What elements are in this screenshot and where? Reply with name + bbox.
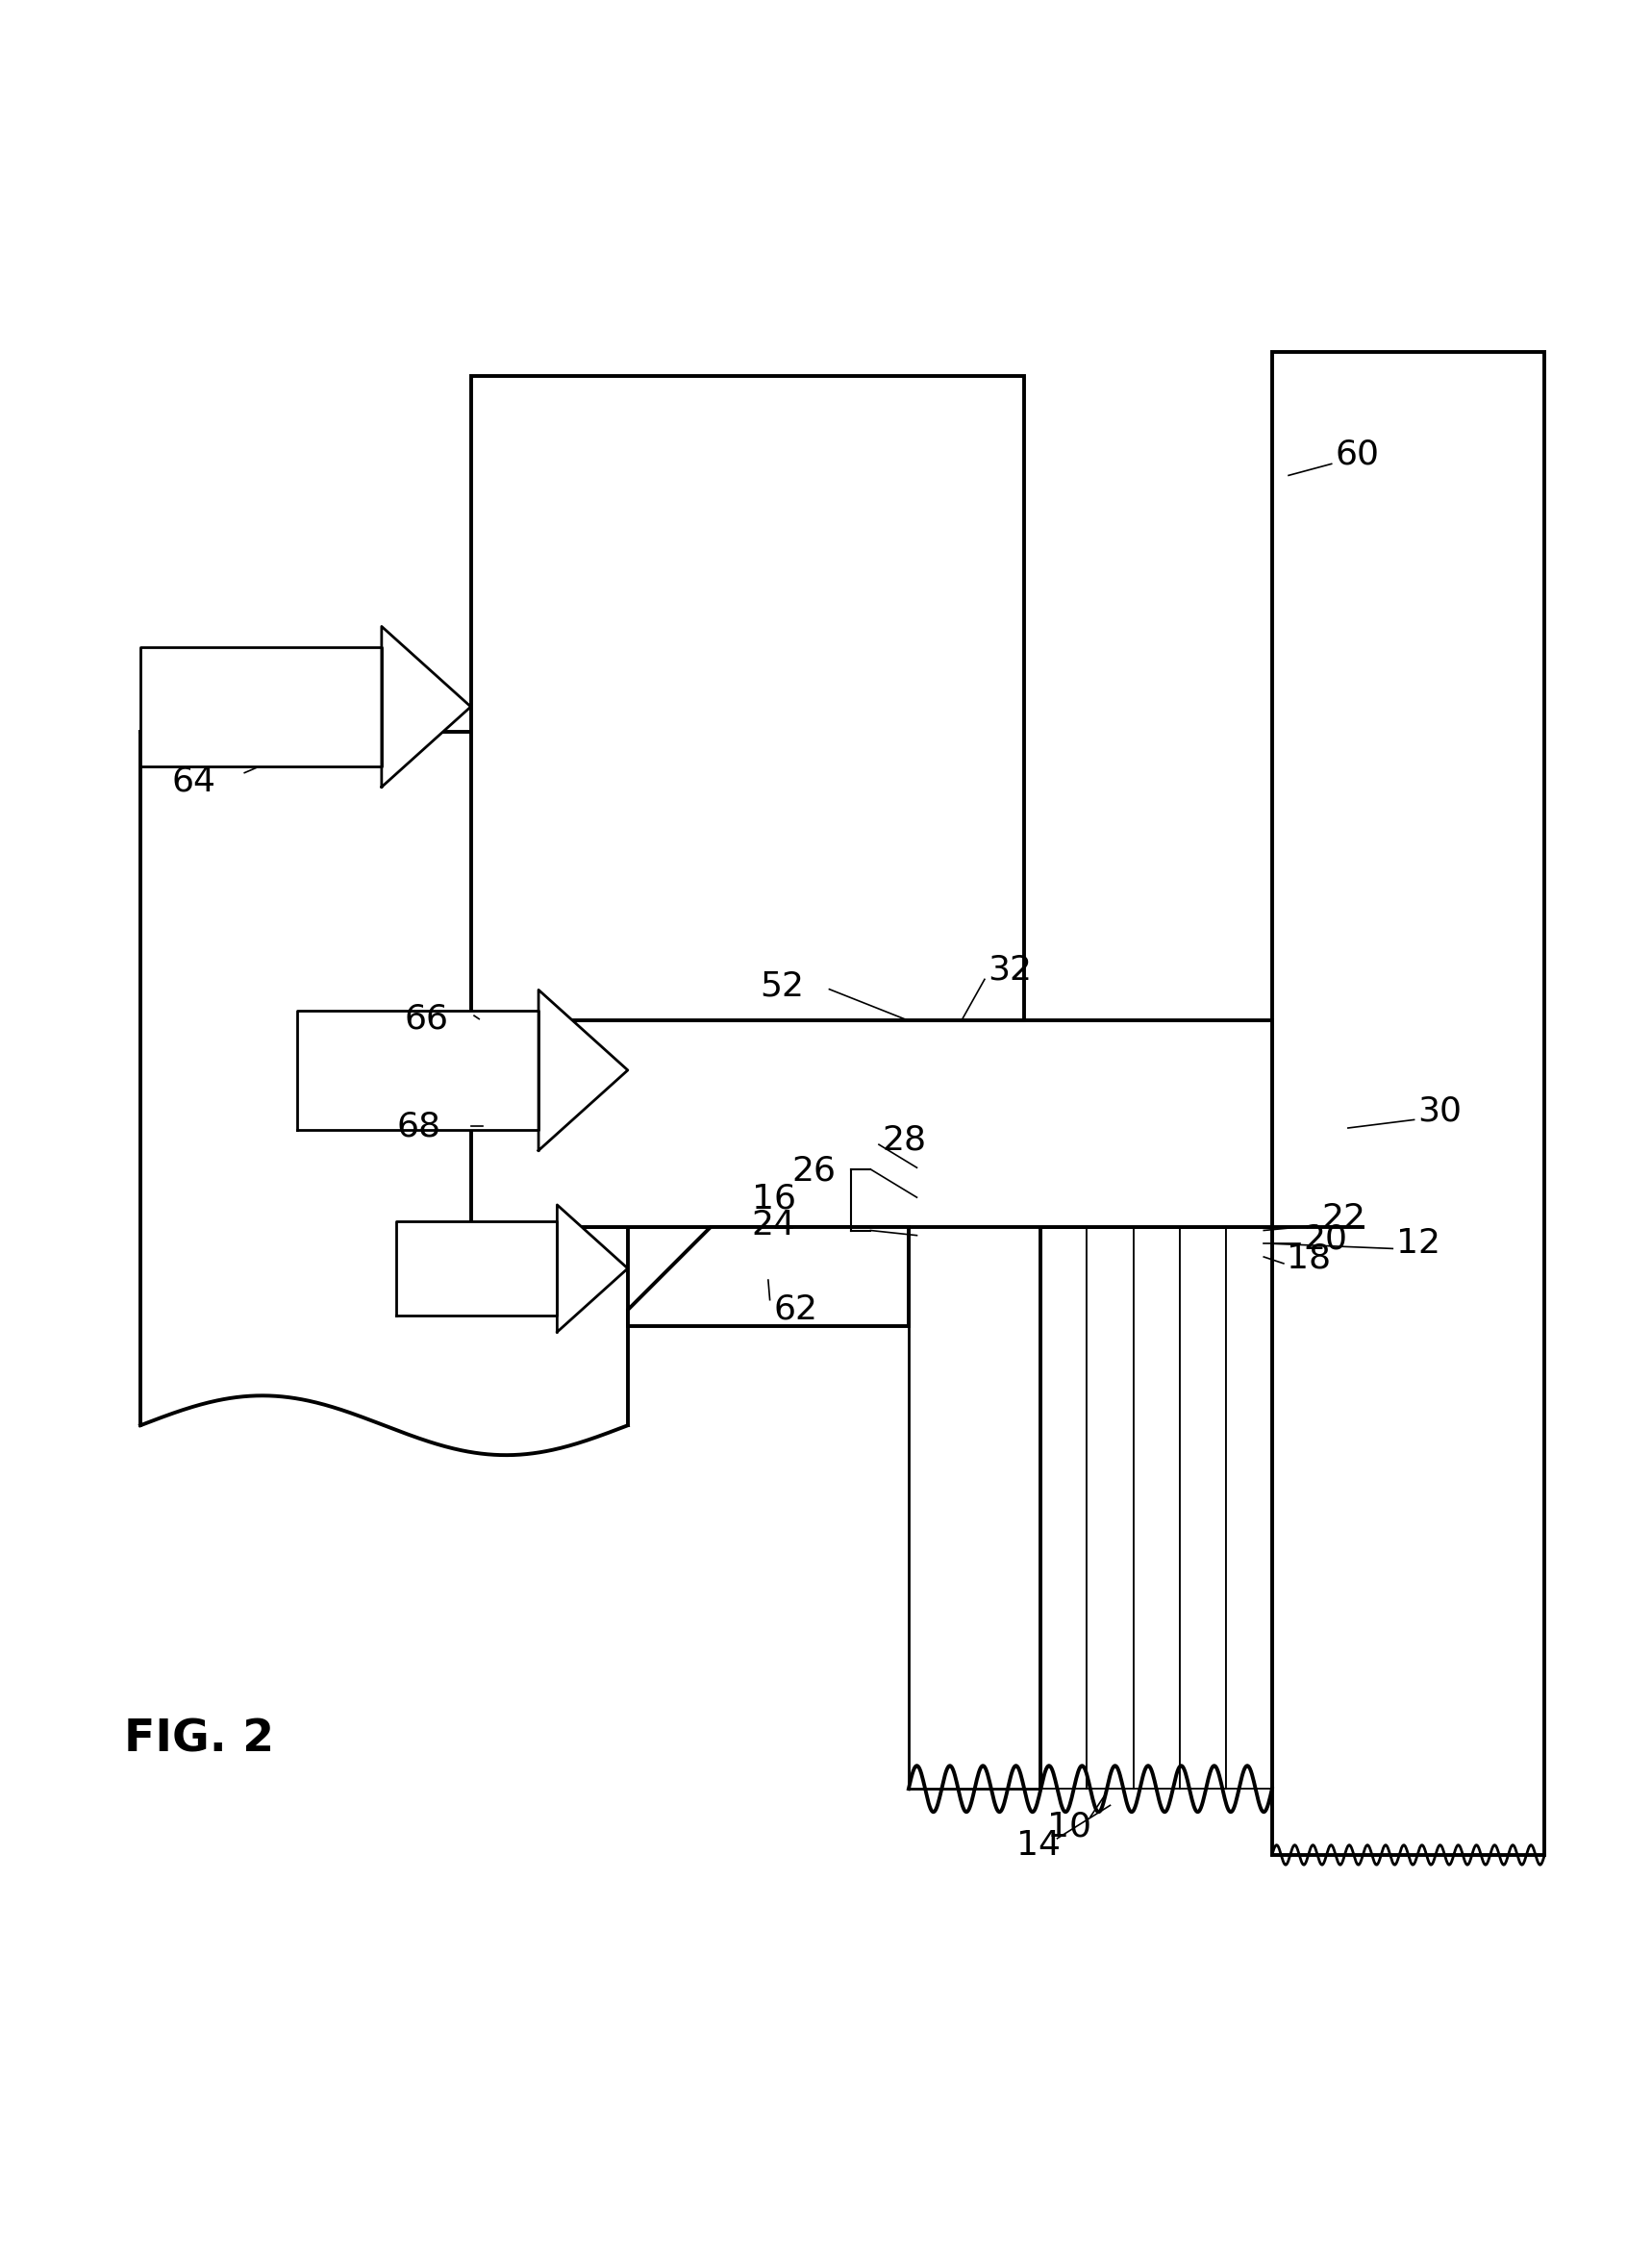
Text: 20: 20 [1303,1223,1348,1254]
Text: 24: 24 [752,1209,796,1241]
Polygon shape [396,1220,557,1315]
Text: FIG. 2: FIG. 2 [124,1717,274,1762]
Polygon shape [140,647,382,767]
Text: 26: 26 [791,1155,836,1187]
Text: 64: 64 [172,765,216,796]
Bar [1272,352,1545,1854]
Text: 60: 60 [1335,438,1379,469]
Text: 16: 16 [752,1182,796,1216]
Bar [1180,1227,1226,1789]
Polygon shape [557,1205,628,1331]
Bar [471,377,1024,1020]
Text: 68: 68 [396,1110,441,1144]
Text: 22: 22 [1322,1202,1366,1236]
Text: 62: 62 [773,1293,818,1327]
Text: 52: 52 [760,970,805,1002]
Polygon shape [297,1011,539,1130]
Text: 12: 12 [1396,1227,1441,1261]
Polygon shape [382,627,471,787]
Bar [471,1020,1272,1227]
Bar [909,1020,1041,1789]
Text: 32: 32 [988,952,1032,986]
Text: 10: 10 [1047,1812,1092,1843]
Text: 30: 30 [1417,1094,1462,1128]
Text: 66: 66 [405,1002,449,1036]
Bar [1041,1227,1087,1789]
Text: 28: 28 [882,1123,927,1155]
Text: 18: 18 [1287,1243,1332,1275]
Bar [1226,1227,1272,1789]
Polygon shape [628,1227,909,1327]
Bar [1133,1227,1180,1789]
Bar [1087,1227,1133,1789]
Polygon shape [539,990,628,1151]
Text: 14: 14 [1016,1830,1061,1861]
